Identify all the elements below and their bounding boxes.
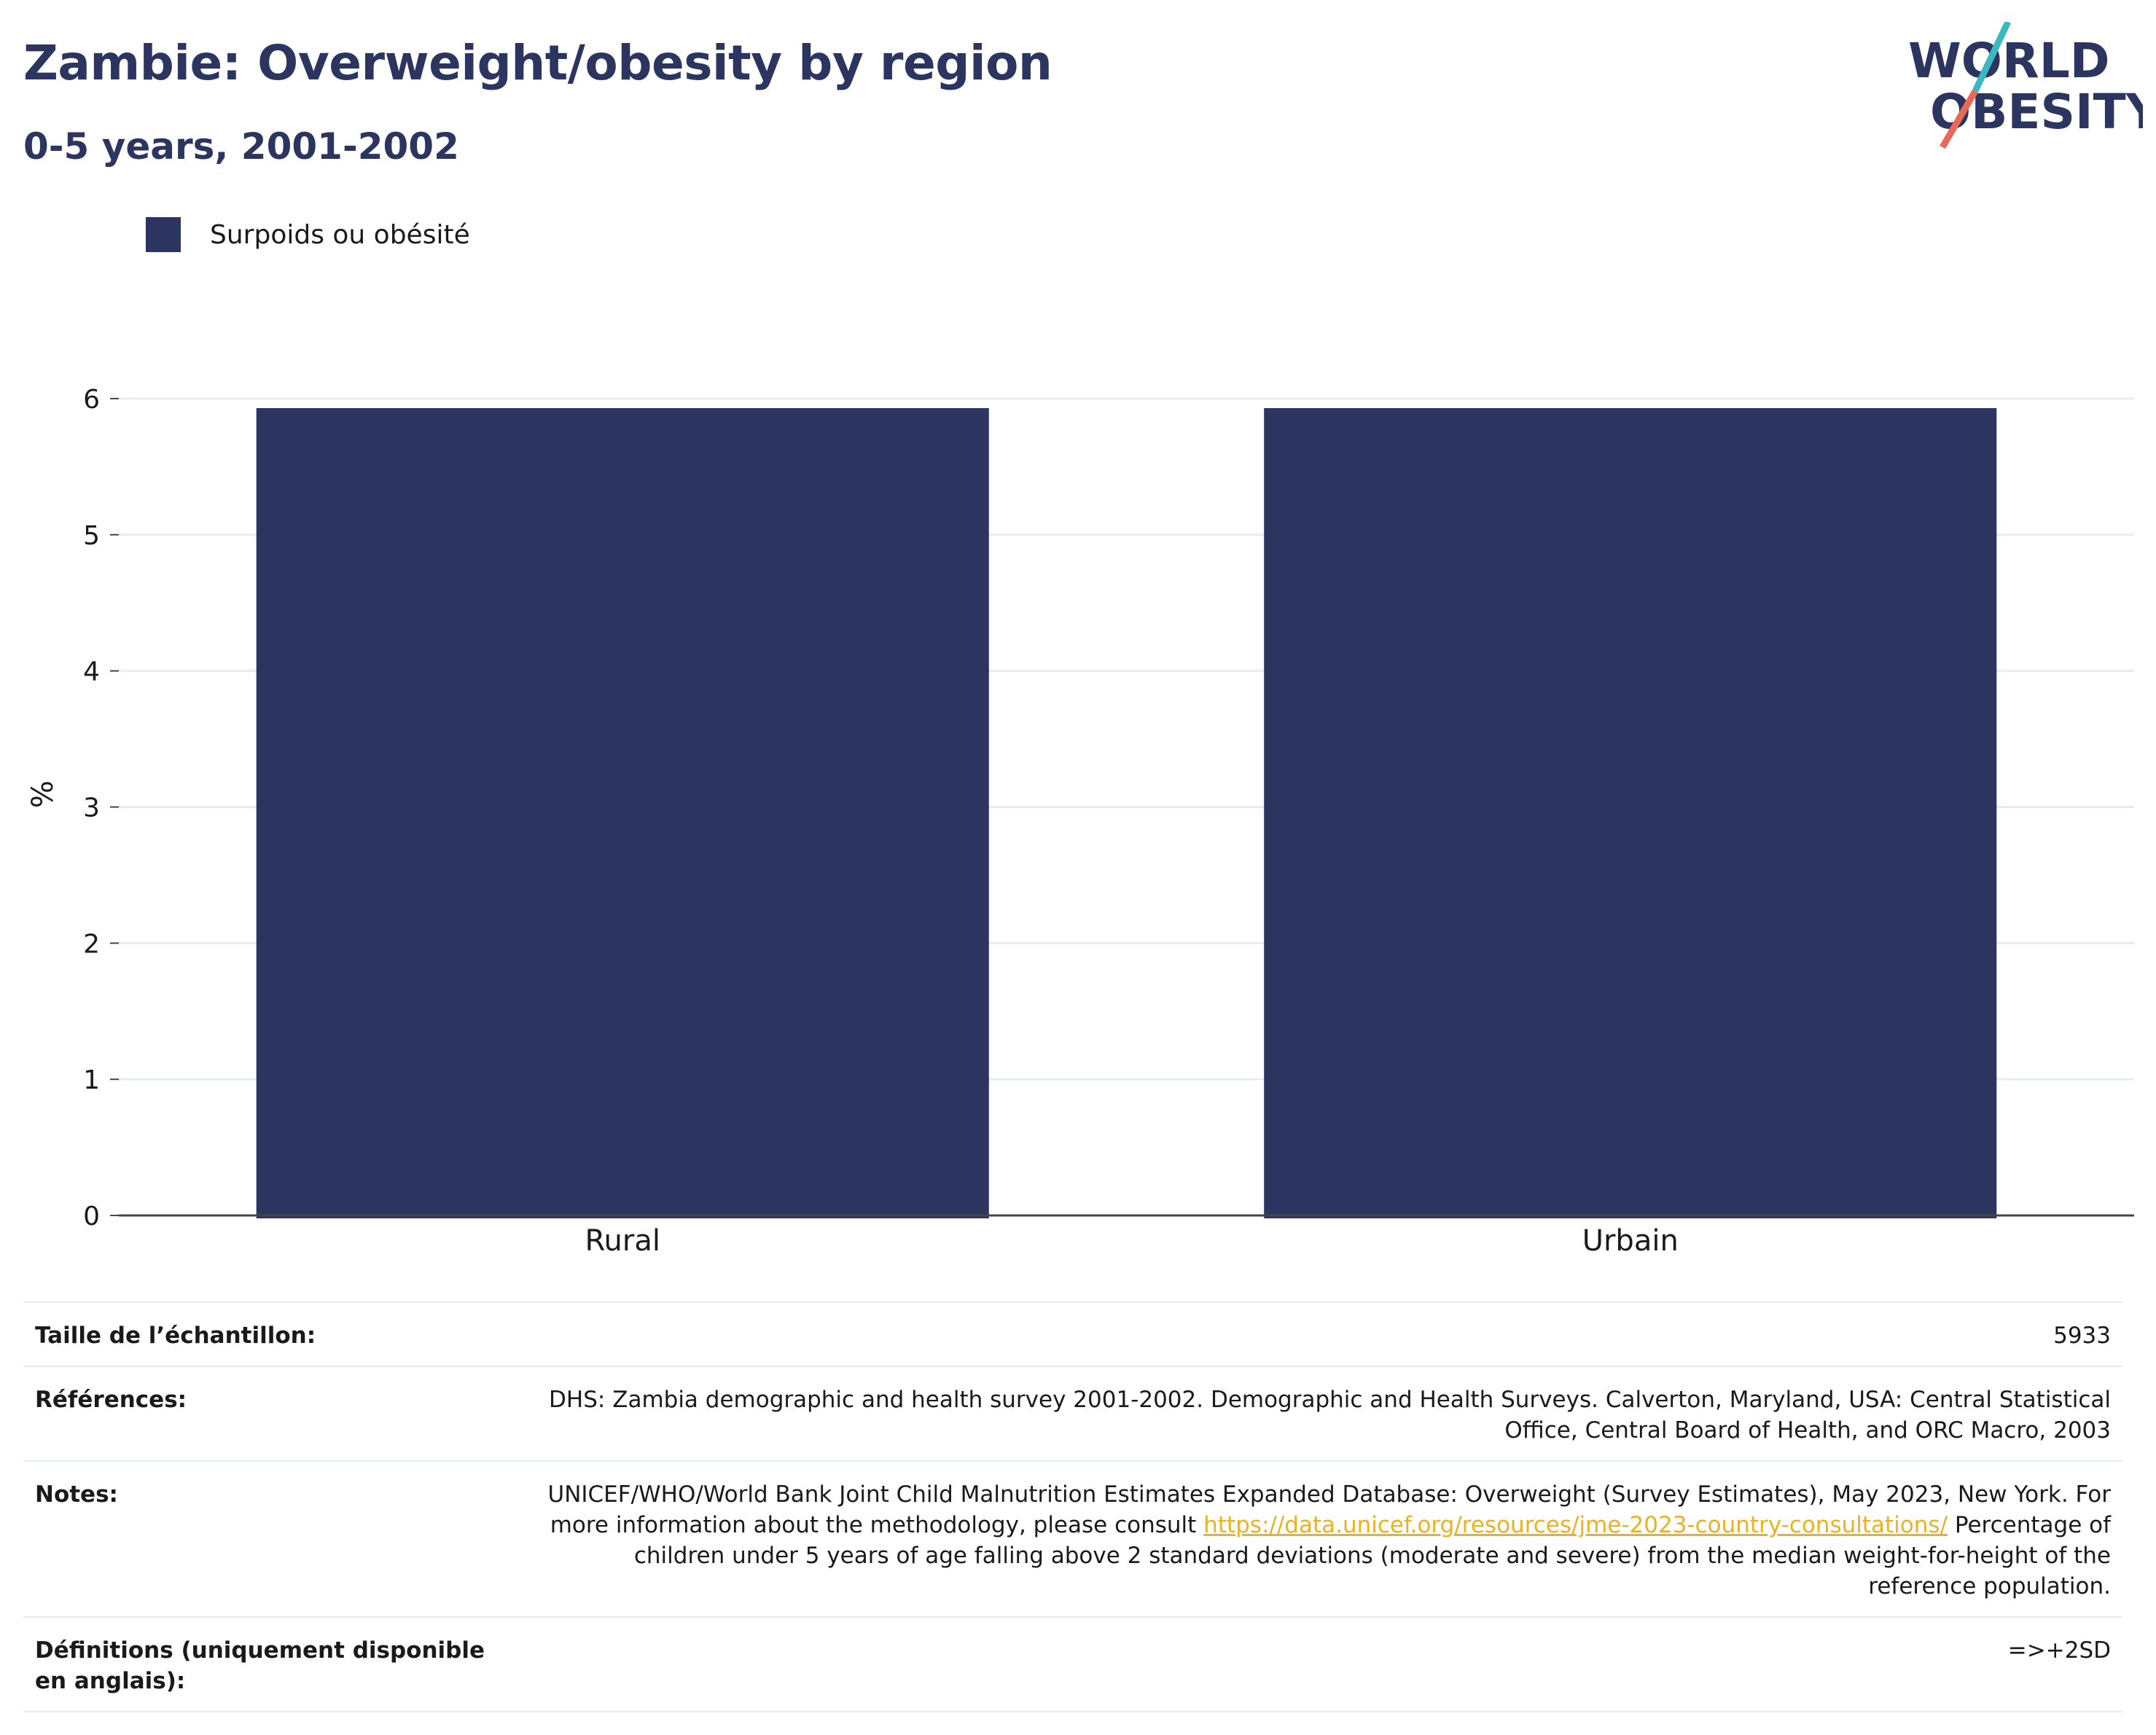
references-value: DHS: Zambia demographic and health surve… [513,1366,2122,1461]
notes-text-after: Percentage of children under 5 years of … [633,1512,2111,1599]
bar-rural[interactable] [256,408,989,1218]
definitions-label: Définitions (uniquement disponible en an… [23,1616,513,1712]
world-obesity-logo: WORLD OBESITY [1908,22,2143,149]
axis-layer: 0 1 2 3 4 5 6 Rural Urbain [83,385,2134,1258]
notes-row: Notes: UNICEF/WHO/World Bank Joint Child… [23,1460,2122,1617]
bar-layer [256,408,1997,1218]
y-tick-label: 6 [83,385,100,415]
sample-size-label: Taille de l’échantillon: [23,1301,513,1366]
bar-urbain[interactable] [1264,408,1997,1218]
x-tick-label: Rural [585,1224,660,1258]
notes-label: Notes: [23,1460,513,1617]
logo-slash-teal [1972,22,2012,93]
notes-value: UNICEF/WHO/World Bank Joint Child Malnut… [513,1460,2122,1617]
references-row: Références: DHS: Zambia demographic and … [23,1366,2122,1461]
chart-subtitle: 0-5 years, 2001-2002 [23,125,459,168]
definitions-row: Définitions (uniquement disponible en an… [23,1616,2122,1712]
y-tick-label: 5 [83,521,100,551]
legend-label: Surpoids ou obésité [210,219,470,250]
legend-swatch [146,217,181,252]
logo-line1: WORLD [1908,33,2110,89]
sample-size-row: Taille de l’échantillon: 5933 [23,1301,2122,1366]
sample-size-value: 5933 [513,1301,2122,1366]
notes-text-before: UNICEF/WHO/World Bank Joint Child Malnut… [547,1481,2112,1538]
metadata-table: Taille de l’échantillon: 5933 Références… [23,1301,2122,1712]
y-tick-label: 1 [83,1065,100,1095]
references-label: Références: [23,1366,513,1461]
y-axis-title: % [26,780,60,808]
y-tick-label: 4 [83,657,100,687]
notes-link[interactable]: https://data.unicef.org/resources/jme-20… [1203,1512,1948,1538]
legend[interactable]: Surpoids ou obésité [146,217,470,252]
logo-slash-red [1940,89,1978,149]
y-tick-label: 3 [83,794,100,823]
x-tick-label: Urbain [1582,1224,1679,1258]
definitions-value: =>+2SD [513,1616,2122,1712]
chart-title: Zambie: Overweight/obesity by region [23,35,1052,91]
y-tick-label: 0 [83,1202,100,1231]
y-tick-label: 2 [83,929,100,959]
bar-chart: 0 1 2 3 4 5 6 Rural Urbain % [26,385,2134,1258]
